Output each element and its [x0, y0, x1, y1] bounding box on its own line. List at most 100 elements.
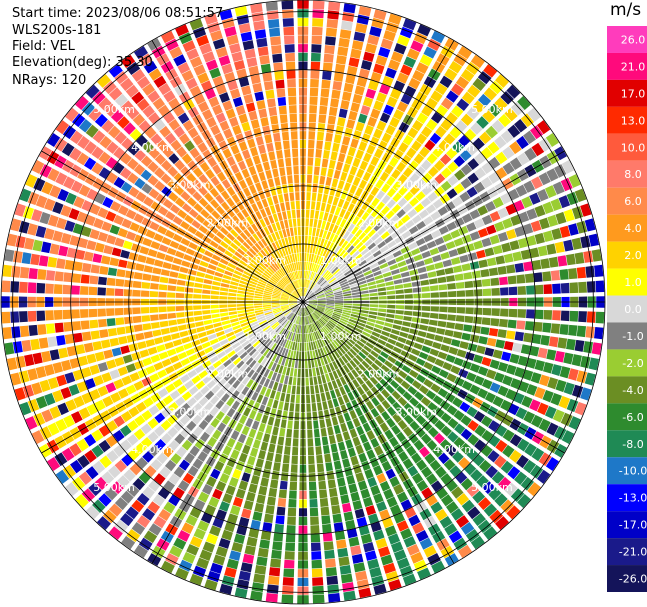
velocity-gate — [311, 551, 322, 560]
velocity-gate — [308, 342, 312, 351]
velocity-gate — [377, 287, 387, 292]
velocity-gate — [548, 256, 559, 268]
velocity-gate — [210, 309, 220, 314]
velocity-gate — [356, 208, 365, 218]
velocity-gate — [231, 254, 241, 263]
velocity-gate — [56, 217, 67, 230]
velocity-gate — [61, 359, 72, 372]
velocity-gate — [265, 312, 274, 318]
velocity-gate — [408, 433, 419, 444]
velocity-gate — [432, 254, 442, 263]
velocity-gate — [351, 308, 361, 313]
velocity-gate — [343, 182, 351, 192]
velocity-gate — [45, 323, 56, 334]
velocity-gate — [113, 444, 126, 457]
velocity-gate — [489, 234, 500, 245]
velocity-gate — [476, 345, 486, 355]
velocity-gate — [349, 184, 358, 195]
velocity-gate — [125, 209, 137, 220]
velocity-gate — [226, 362, 236, 372]
velocity-gate — [91, 429, 104, 442]
velocity-gate — [308, 304, 317, 308]
velocity-gate — [233, 369, 243, 379]
velocity-gate — [489, 211, 501, 222]
velocity-gate — [489, 80, 504, 95]
velocity-gate — [325, 27, 338, 37]
velocity-gate — [354, 270, 363, 277]
velocity-gate — [289, 304, 298, 309]
velocity-gate — [223, 465, 233, 476]
velocity-gate — [537, 245, 548, 257]
velocity-gate — [236, 306, 246, 311]
velocity-gate — [231, 277, 240, 283]
velocity-gate — [252, 511, 263, 522]
velocity-gate — [267, 398, 274, 408]
velocity-gate — [35, 225, 47, 238]
velocity-gate — [186, 543, 200, 556]
velocity-gate — [368, 314, 377, 320]
velocity-gate — [342, 431, 351, 441]
velocity-gate — [516, 454, 529, 469]
velocity-gate — [71, 285, 80, 295]
velocity-gate — [431, 365, 442, 375]
velocity-gate — [481, 214, 493, 226]
velocity-gate — [175, 345, 185, 354]
velocity-gate — [220, 282, 230, 288]
velocity-gate — [106, 420, 118, 432]
velocity-gate — [196, 350, 206, 358]
velocity-gate — [317, 277, 324, 285]
velocity-gate — [390, 504, 402, 516]
velocity-gate — [291, 455, 298, 465]
velocity-gate — [322, 284, 330, 290]
velocity-gate — [227, 350, 236, 358]
velocity-gate — [415, 530, 429, 542]
velocity-gate — [193, 294, 202, 299]
velocity-gate — [377, 355, 387, 364]
velocity-gate — [245, 306, 254, 310]
velocity-gate — [421, 345, 431, 354]
velocity-gate — [114, 288, 124, 297]
velocity-gate — [373, 529, 385, 541]
velocity-gate — [550, 392, 562, 406]
velocity-gate — [292, 314, 297, 323]
velocity-gate — [377, 338, 387, 346]
velocity-gate — [54, 322, 64, 333]
velocity-gate — [320, 257, 327, 266]
velocity-gate — [222, 493, 233, 504]
velocity-gate — [117, 388, 129, 399]
velocity-gate — [466, 448, 479, 461]
velocity-gate — [574, 401, 587, 416]
velocity-gate — [421, 172, 433, 184]
velocity-gate — [326, 298, 335, 301]
velocity-gate — [122, 354, 133, 364]
velocity-gate — [435, 466, 447, 479]
velocity-gate — [217, 378, 227, 388]
velocity-gate — [303, 316, 305, 325]
velocity-gate — [379, 378, 389, 388]
velocity-gate — [285, 542, 296, 552]
velocity-gate — [531, 176, 543, 190]
velocity-gate — [338, 238, 346, 247]
velocity-gate — [516, 135, 529, 150]
velocity-gate — [386, 96, 398, 108]
velocity-gate — [446, 188, 458, 199]
velocity-gate — [359, 286, 369, 291]
velocity-gate — [304, 307, 307, 316]
velocity-gate — [381, 267, 391, 274]
velocity-gate — [272, 323, 280, 330]
velocity-gate — [455, 120, 468, 133]
velocity-gate — [217, 351, 226, 359]
velocity-gate — [481, 429, 494, 442]
velocity-gate — [112, 429, 125, 442]
velocity-gate — [288, 300, 298, 302]
velocity-gate — [467, 434, 480, 446]
velocity-gate — [333, 460, 342, 470]
velocity-gate — [334, 530, 346, 541]
velocity-gate — [319, 328, 326, 337]
velocity-gate — [324, 309, 333, 314]
velocity-gate — [149, 306, 159, 313]
velocity-gate — [176, 312, 185, 318]
velocity-gate — [247, 399, 255, 409]
velocity-gate — [332, 398, 339, 408]
velocity-gate — [355, 407, 363, 417]
